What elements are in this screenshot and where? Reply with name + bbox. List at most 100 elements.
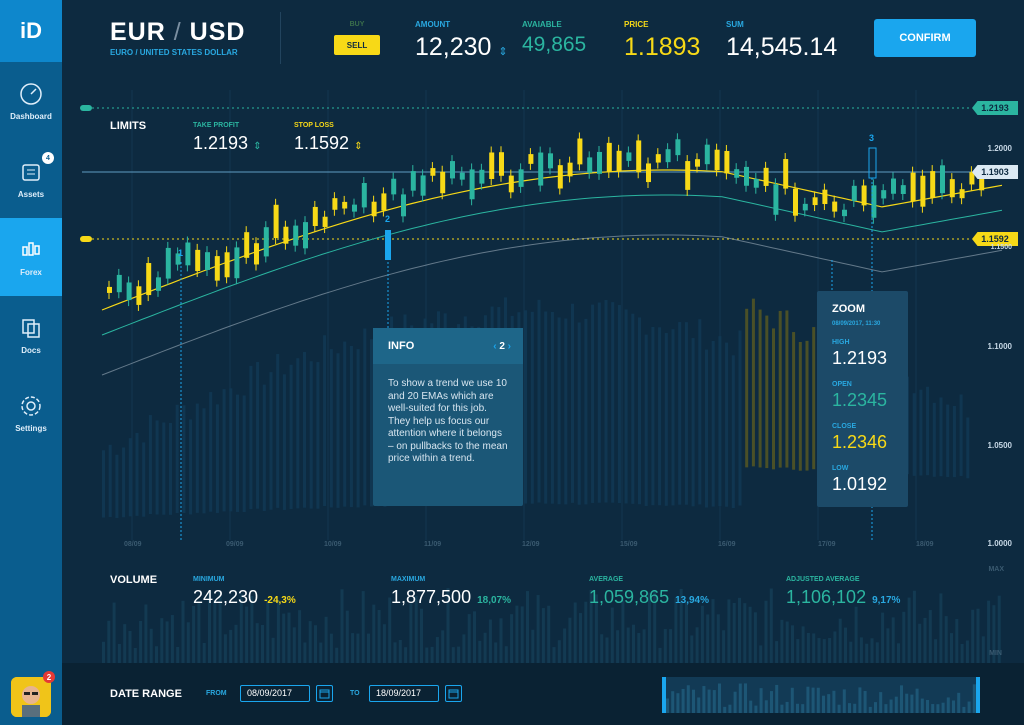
sidebar-item-docs[interactable]: Docs bbox=[0, 296, 62, 374]
marker-flag bbox=[868, 147, 877, 179]
candle-body bbox=[577, 138, 583, 165]
range-bar bbox=[926, 699, 929, 713]
sidebar-item-assets[interactable]: 4 Assets bbox=[0, 140, 62, 218]
low-value: 1.0192 bbox=[832, 474, 888, 494]
volume-bar bbox=[287, 612, 291, 663]
background-bar bbox=[785, 310, 789, 468]
sidebar-item-settings[interactable]: Settings bbox=[0, 374, 62, 452]
marker-label[interactable]: 3 bbox=[869, 133, 875, 143]
confirm-button[interactable]: CONFIRM bbox=[874, 19, 976, 57]
volume-bar bbox=[324, 616, 328, 663]
volume-bar bbox=[594, 594, 598, 663]
sell-button[interactable]: SELL bbox=[334, 35, 380, 55]
volume-bar bbox=[965, 640, 969, 663]
available-stat: AVAIABLE 49,865 bbox=[522, 20, 586, 57]
avatar[interactable] bbox=[11, 677, 51, 717]
chevron-left-icon[interactable]: ‹ bbox=[493, 340, 497, 352]
stepper-icon[interactable]: ⇕ bbox=[354, 141, 363, 152]
volume-bar bbox=[213, 600, 217, 663]
x-axis-tick: 12/09 bbox=[522, 541, 540, 548]
chart-canvas[interactable] bbox=[62, 80, 1024, 560]
stepper-icon[interactable]: ⇕ bbox=[498, 46, 508, 58]
background-bar bbox=[316, 362, 320, 509]
sidebar-item-label: Forex bbox=[20, 267, 42, 277]
candle-body bbox=[851, 185, 857, 201]
buy-button[interactable]: BUY bbox=[349, 21, 365, 28]
limits-title: LIMITS bbox=[110, 120, 147, 132]
range-selector[interactable] bbox=[662, 669, 982, 719]
amount-value[interactable]: 12,230 bbox=[415, 33, 492, 61]
candle-body bbox=[283, 226, 289, 244]
background-bar bbox=[932, 402, 936, 477]
to-calendar-button[interactable] bbox=[445, 685, 462, 702]
axis-tick: 1.2000 bbox=[987, 144, 1012, 153]
from-calendar-button[interactable] bbox=[316, 685, 333, 702]
background-bar bbox=[537, 299, 541, 503]
chevron-right-icon[interactable]: › bbox=[507, 340, 511, 352]
candle-body bbox=[156, 277, 161, 291]
range-bar bbox=[889, 699, 893, 713]
background-bar bbox=[182, 405, 186, 514]
background-bar bbox=[718, 336, 722, 507]
range-bar bbox=[848, 703, 851, 713]
volume-bar bbox=[812, 633, 816, 663]
candle-body bbox=[273, 204, 279, 239]
marker-flag bbox=[385, 230, 391, 260]
take-profit: TAKE PROFIT 1.2193 ⇕ bbox=[193, 122, 261, 154]
sidebar-item-forex[interactable]: Forex bbox=[0, 218, 62, 296]
volume-bar bbox=[997, 595, 1001, 663]
from-date-input[interactable]: 08/09/2017 bbox=[240, 685, 310, 702]
range-bar bbox=[697, 697, 701, 713]
stop-loss-tag: 1.1592 bbox=[972, 232, 1018, 246]
volume-bar bbox=[107, 620, 111, 663]
volume-bar bbox=[637, 633, 641, 663]
date-range-bar: DATE RANGE FROM 08/09/2017 TO 18/09/2017 bbox=[62, 663, 1024, 725]
volume-bar bbox=[563, 628, 567, 663]
volume-bar bbox=[515, 605, 519, 663]
range-bar bbox=[754, 705, 758, 713]
volume-bar bbox=[319, 642, 323, 663]
stack-icon bbox=[22, 163, 40, 181]
range-bar bbox=[666, 698, 669, 713]
volume-bar bbox=[722, 630, 726, 663]
background-bar bbox=[805, 340, 809, 471]
assets-badge: 4 bbox=[42, 152, 54, 164]
divider bbox=[280, 12, 281, 64]
background-bar bbox=[577, 322, 581, 505]
stop-loss-value[interactable]: 1.1592 bbox=[294, 133, 350, 153]
low-label: LOW bbox=[832, 465, 849, 472]
range-bar bbox=[853, 703, 857, 713]
sidebar-item-dashboard[interactable]: Dashboard bbox=[0, 62, 62, 140]
candle-body bbox=[303, 222, 308, 249]
gauge-icon bbox=[20, 82, 42, 105]
volume-bar bbox=[690, 635, 694, 663]
range-bar bbox=[884, 704, 888, 713]
marker-label[interactable]: 2 bbox=[385, 214, 391, 224]
volume-bar bbox=[844, 627, 847, 663]
candle-body bbox=[655, 154, 661, 163]
background-bar bbox=[202, 408, 206, 514]
background-bar bbox=[751, 298, 755, 467]
range-bar bbox=[842, 689, 846, 713]
volume-bar bbox=[759, 645, 763, 663]
avg-pct: 13,94% bbox=[675, 595, 709, 606]
range-bar bbox=[744, 683, 747, 713]
to-date-input[interactable]: 18/09/2017 bbox=[369, 685, 439, 702]
range-handle-left bbox=[662, 677, 666, 713]
volume-bar bbox=[303, 642, 307, 663]
marker-label[interactable]: 1 bbox=[178, 248, 184, 258]
price-value: 1.1893 bbox=[624, 33, 701, 61]
range-bar bbox=[733, 691, 737, 713]
background-bar bbox=[162, 422, 166, 515]
background-bar bbox=[229, 388, 233, 512]
range-bar bbox=[801, 704, 805, 713]
volume-chart bbox=[102, 588, 1001, 663]
stepper-icon[interactable]: ⇕ bbox=[253, 141, 262, 152]
volume-bar bbox=[695, 627, 699, 663]
candle-body bbox=[499, 152, 504, 176]
candle-body bbox=[430, 168, 436, 176]
volume-bar bbox=[409, 603, 413, 663]
take-profit-value[interactable]: 1.2193 bbox=[193, 133, 249, 153]
pair-subtitle: EURO / UNITED STATES DOLLAR bbox=[110, 48, 238, 57]
background-bar bbox=[597, 302, 601, 503]
